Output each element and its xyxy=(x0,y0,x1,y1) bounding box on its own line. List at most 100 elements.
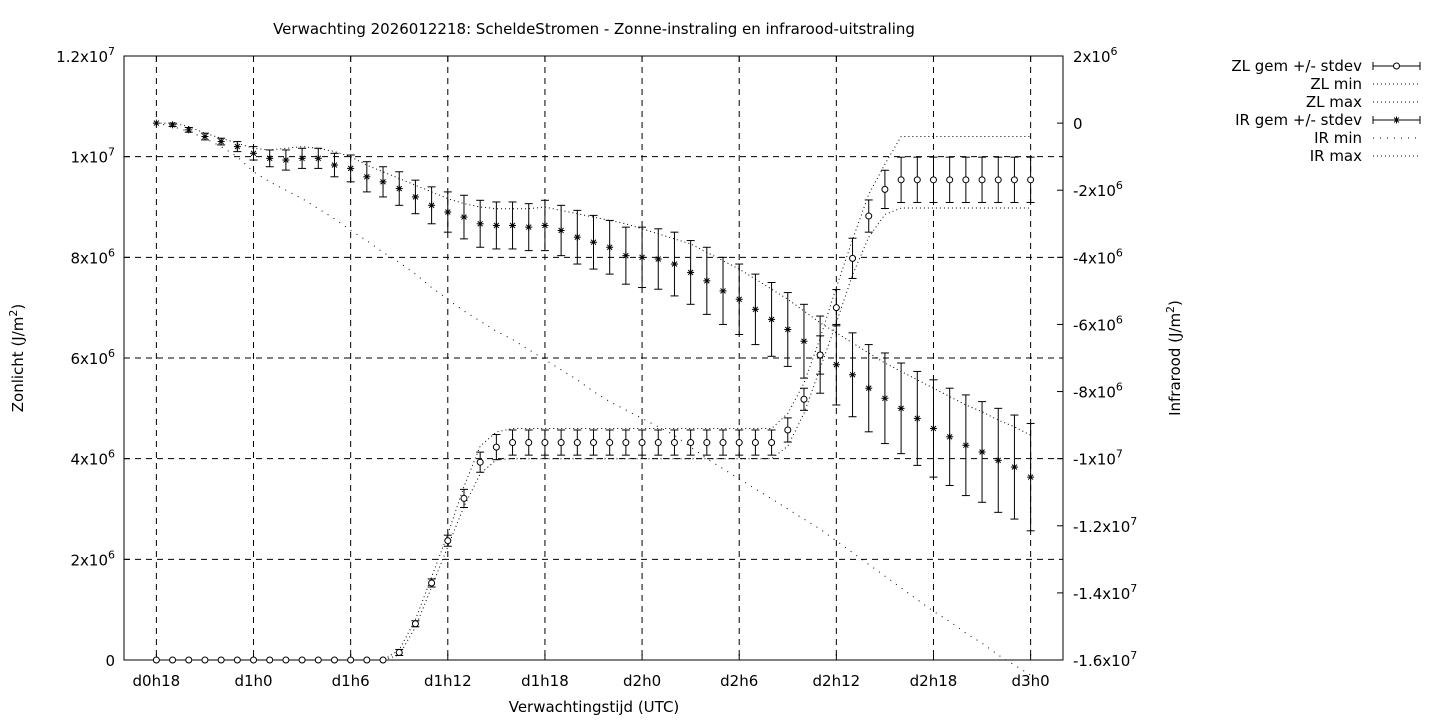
star-stroke xyxy=(461,214,467,220)
star-stroke xyxy=(202,133,208,140)
y-left-tick-label: 8x106 xyxy=(70,246,115,267)
star-stroke xyxy=(525,224,532,230)
zl-point xyxy=(250,656,258,664)
ir-point xyxy=(395,185,403,193)
zl-point xyxy=(670,439,678,447)
ir-point xyxy=(1027,473,1035,481)
star-stroke xyxy=(736,296,743,303)
zl-point xyxy=(768,439,776,447)
zl-point xyxy=(152,656,160,664)
zl-point xyxy=(638,439,646,447)
zl-point xyxy=(719,439,727,447)
zl-point xyxy=(411,620,419,628)
y-left-tick-label: 1.2x107 xyxy=(56,45,115,66)
zl-point xyxy=(217,656,225,664)
y-right-axis: 2x106 0 -2x106 -4x106 -6x106 -8x106 -1x107 -1.2… xyxy=(1057,45,1137,670)
star-stroke xyxy=(849,371,856,378)
star-stroke xyxy=(364,173,370,180)
zl-point xyxy=(606,439,614,447)
star-stroke xyxy=(234,143,241,150)
zl-point xyxy=(962,176,970,184)
legend-label: IR max xyxy=(1310,147,1362,165)
star-stroke xyxy=(1011,464,1018,470)
star-stroke xyxy=(865,385,872,392)
x-tick-label: d1h6 xyxy=(332,672,370,690)
ir-point xyxy=(169,121,177,129)
ir-point xyxy=(881,394,889,402)
star-stroke xyxy=(930,425,937,432)
star-stroke xyxy=(412,194,419,200)
ir-point xyxy=(411,193,419,201)
star-stroke xyxy=(347,165,354,172)
star-stroke xyxy=(185,127,192,133)
series-layer xyxy=(152,119,1035,676)
star-stroke xyxy=(444,209,451,215)
series-zl-gem xyxy=(152,156,1035,664)
y-right-tick-label: 2x106 xyxy=(1073,45,1118,66)
ir-point xyxy=(800,337,808,345)
star-stroke xyxy=(542,222,548,229)
zl-point xyxy=(395,648,403,656)
star-stroke xyxy=(396,185,403,192)
zl-point xyxy=(913,176,921,184)
legend-label: ZL min xyxy=(1310,75,1362,93)
y-right-tick-label: 0 xyxy=(1073,115,1083,133)
star-stroke xyxy=(493,222,500,229)
ir-point xyxy=(832,361,840,369)
zl-point xyxy=(233,656,241,664)
star-stroke xyxy=(671,261,678,267)
star-stroke xyxy=(250,150,257,157)
legend-swatch-circle xyxy=(1393,62,1400,70)
y-left-tick-label: 4x106 xyxy=(70,448,115,469)
ir-point xyxy=(460,213,468,221)
ir-point xyxy=(946,433,954,441)
zl-point xyxy=(735,439,743,447)
zl-point xyxy=(169,656,177,664)
y-right-tick-label: -1x107 xyxy=(1073,448,1123,469)
legend-swatch-star xyxy=(1393,116,1400,124)
star-stroke xyxy=(283,157,289,163)
star-stroke xyxy=(169,121,176,128)
y-left-axis-label: Zonlicht (J/m2) xyxy=(7,304,27,413)
ir-point xyxy=(444,208,452,216)
ir-point xyxy=(541,221,549,229)
star-stroke xyxy=(784,326,791,333)
star-stroke xyxy=(1393,117,1400,123)
y-right-tick-label: -2x106 xyxy=(1073,179,1123,200)
ir-point xyxy=(654,255,662,263)
x-tick-label: d2h6 xyxy=(720,672,758,690)
star-stroke xyxy=(266,155,273,162)
star-stroke xyxy=(946,434,953,440)
y-right-tick-label: -6x106 xyxy=(1073,313,1123,334)
ir-point xyxy=(897,404,905,412)
star-stroke xyxy=(882,395,888,402)
x-tick-label: d0h18 xyxy=(133,672,181,690)
zl-point xyxy=(849,254,857,262)
star-stroke xyxy=(704,278,710,284)
zl-point xyxy=(994,176,1002,184)
ir-point xyxy=(994,456,1002,464)
star-stroke xyxy=(963,442,969,449)
ir-point xyxy=(849,371,857,379)
ir-point xyxy=(363,173,371,181)
zl-point xyxy=(492,443,500,451)
zl-point xyxy=(444,537,452,545)
star-stroke xyxy=(218,138,224,145)
ir-point xyxy=(298,154,306,162)
ir-point xyxy=(962,441,970,449)
star-stroke xyxy=(1027,474,1034,480)
ir-point xyxy=(492,221,500,229)
ir-point xyxy=(913,414,921,422)
y-right-tick-label: -1.4x107 xyxy=(1073,582,1137,603)
star-stroke xyxy=(590,239,597,246)
legend-label: IR gem +/- stdev xyxy=(1235,111,1362,129)
ir-point xyxy=(217,138,225,146)
ir-point xyxy=(347,164,355,172)
ir-point xyxy=(606,243,614,251)
star-stroke xyxy=(768,316,775,323)
zl-point xyxy=(654,439,662,447)
zl-point xyxy=(509,439,517,447)
zl-point xyxy=(590,439,597,447)
x-tick-label: d2h12 xyxy=(813,672,861,690)
